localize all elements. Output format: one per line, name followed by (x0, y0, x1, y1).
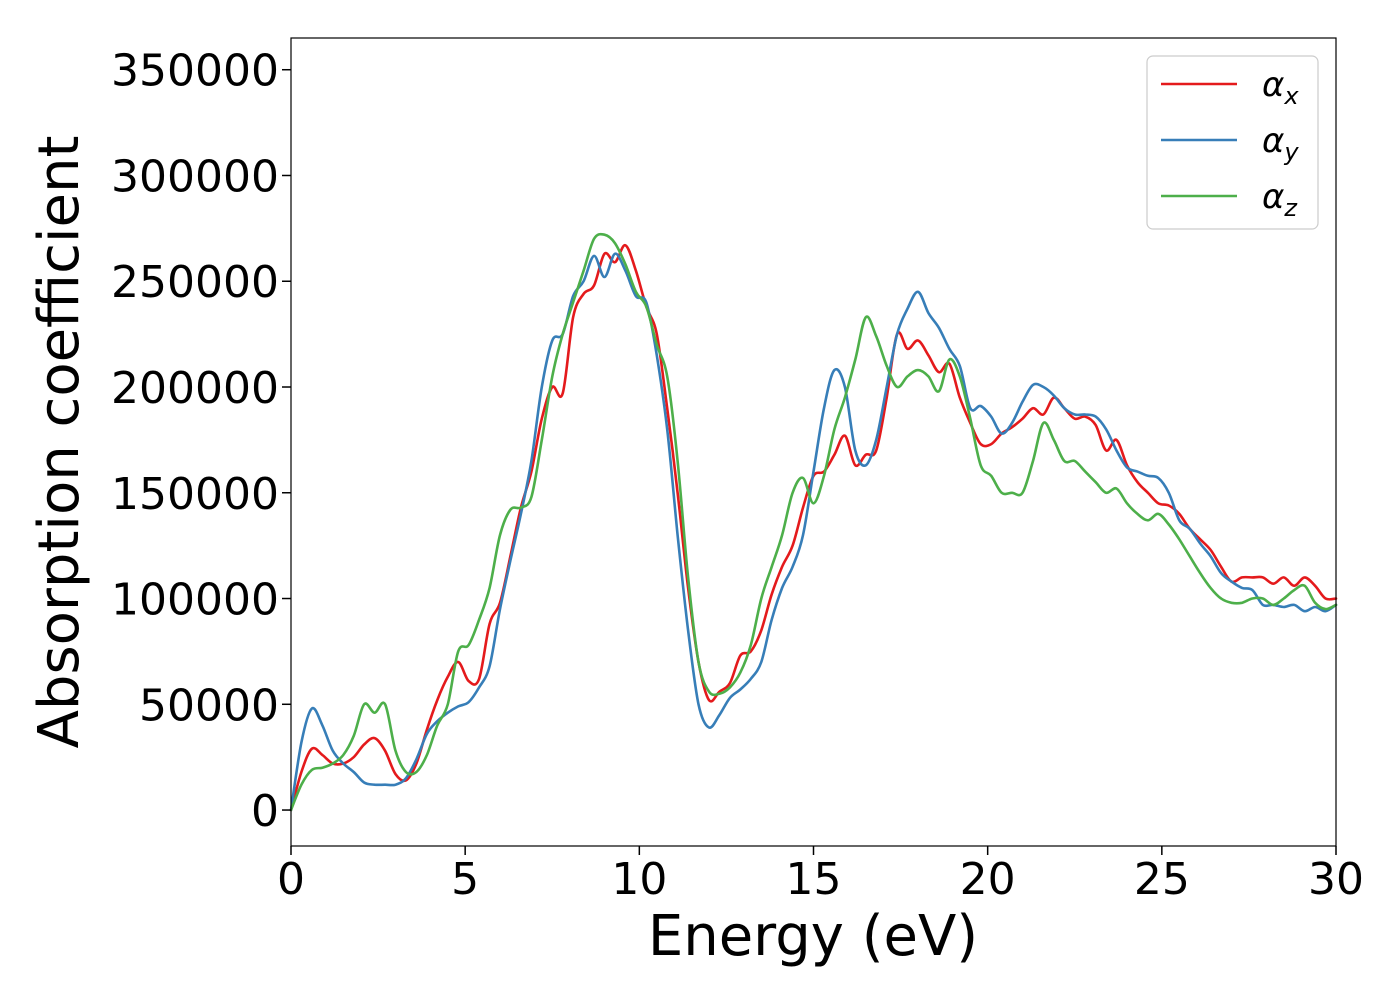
y-axis: 0 50000 100000 150000 200000 250000 300000 3500… (111, 46, 291, 837)
y-tick-label: 0 (251, 786, 279, 837)
x-axis: 0 5 10 15 20 25 30 (277, 846, 1364, 905)
x-tick-label: 15 (786, 854, 842, 905)
x-tick-label: 20 (960, 854, 1016, 905)
y-tick-label: 100000 (111, 575, 279, 626)
legend-label-alpha-y: αy (1262, 121, 1299, 166)
y-tick-label: 50000 (139, 680, 279, 731)
legend-label-alpha-x: αx (1262, 65, 1299, 110)
x-axis-label: Energy (eV) (648, 904, 978, 969)
y-tick-label: 300000 (111, 151, 279, 202)
legend: αx αy αz (1146, 55, 1319, 230)
legend-label-alpha-z: αz (1262, 177, 1298, 222)
x-tick-label: 0 (277, 854, 305, 905)
series-line-alpha-z (289, 232, 1338, 812)
x-tick-label: 5 (451, 854, 479, 905)
x-tick-label: 30 (1308, 854, 1364, 905)
y-tick-label: 200000 (111, 363, 279, 414)
y-axis-label: Absorption coefficient (27, 136, 92, 749)
series-layer (289, 232, 1338, 812)
y-tick-label: 250000 (111, 257, 279, 308)
y-tick-label: 150000 (111, 469, 279, 520)
x-tick-label: 10 (611, 854, 667, 905)
x-tick-label: 25 (1134, 854, 1190, 905)
y-tick-label: 350000 (111, 46, 279, 97)
legend-frame (1146, 55, 1319, 230)
